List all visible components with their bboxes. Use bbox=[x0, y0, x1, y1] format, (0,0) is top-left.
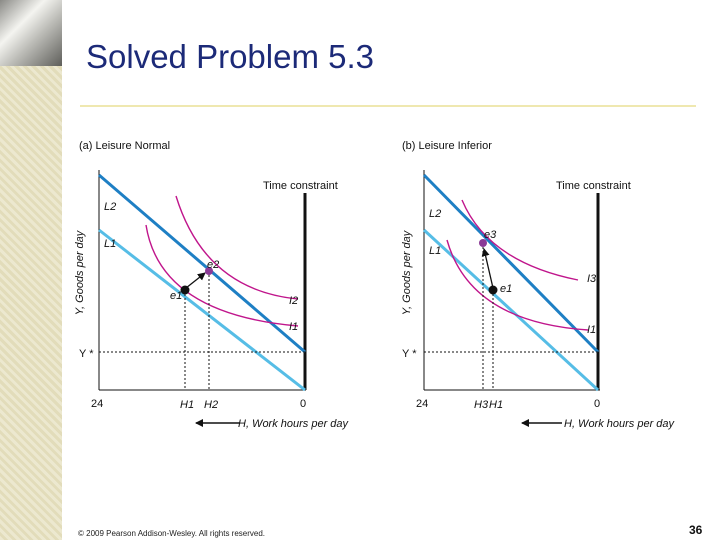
side-texture bbox=[0, 0, 62, 540]
panel-a-budget-line-l1 bbox=[98, 228, 306, 392]
title-rule bbox=[80, 105, 696, 107]
panel-a-movement-arrow bbox=[185, 272, 206, 289]
panel-a-point-e1 bbox=[180, 285, 190, 295]
panel-a-label-l2: L2 bbox=[104, 201, 116, 213]
panel-a-h1-label: H1 bbox=[180, 399, 194, 411]
panel-a-label-l1: L1 bbox=[104, 238, 116, 250]
panel-b-h1-label: H1 bbox=[489, 399, 503, 411]
panel-a-indifference-curve-i2 bbox=[175, 195, 299, 300]
panel-a-heading: (a) Leisure Normal bbox=[79, 140, 170, 152]
panel-a-time-constraint-label: Time constraint bbox=[263, 180, 338, 192]
panel-a-label-e2: e2 bbox=[207, 259, 219, 271]
panel-b-label-e3: e3 bbox=[484, 229, 497, 241]
panel-b-point-e1 bbox=[488, 285, 498, 295]
panel-a-x-left-label: 24 bbox=[91, 398, 103, 410]
panel-b-label-e1: e1 bbox=[500, 283, 512, 295]
panel-a-indifference-curve-i1 bbox=[145, 224, 299, 327]
panel-a-x-axis-label: H, Work hours per day bbox=[238, 418, 350, 430]
panel-a-x-right-label: 0 bbox=[300, 398, 306, 410]
panel-b-x-left-label: 24 bbox=[416, 398, 428, 410]
panel-b-x-axis-label: H, Work hours per day bbox=[564, 418, 676, 430]
panel-b-label-l1: L1 bbox=[429, 245, 441, 257]
panel-b-point-e3 bbox=[479, 239, 487, 247]
page-number: 36 bbox=[689, 523, 703, 537]
panel-b-y-star-label: Y * bbox=[402, 348, 417, 360]
panel-a-y-axis-label: Y, Goods per day bbox=[74, 229, 86, 315]
panel-b-h3-label: H3 bbox=[474, 399, 489, 411]
panel-a-point-e2 bbox=[205, 267, 213, 275]
panel-b-indifference-curve-i1 bbox=[446, 239, 589, 331]
panel-b-x-right-label: 0 bbox=[594, 398, 600, 410]
panel-b: (b) Leisure Inferior Y, Goods per day Ti… bbox=[401, 140, 676, 430]
glass-cube-image bbox=[0, 0, 62, 66]
copyright-footer: © 2009 Pearson Addison-Wesley. All right… bbox=[78, 529, 266, 538]
panel-a-h2-label: H2 bbox=[204, 399, 218, 411]
panel-b-label-l2: L2 bbox=[429, 208, 441, 220]
panel-a-label-i2: I2 bbox=[289, 295, 298, 307]
panel-b-budget-line-l2 bbox=[422, 173, 600, 354]
panel-b-label-i1: I1 bbox=[587, 324, 596, 336]
panel-b-time-constraint-label: Time constraint bbox=[556, 180, 631, 192]
panel-a: (a) Leisure Normal Y, Goods per day Time… bbox=[74, 140, 350, 430]
panel-b-label-i3: I3 bbox=[587, 273, 597, 285]
slide-title: Solved Problem 5.3 bbox=[86, 38, 374, 75]
panel-b-budget-line-l1 bbox=[422, 228, 600, 392]
panel-a-label-e1: e1 bbox=[170, 290, 182, 302]
panel-b-heading: (b) Leisure Inferior bbox=[402, 140, 492, 152]
panel-b-movement-arrow bbox=[481, 248, 494, 289]
panel-a-budget-line-l2 bbox=[98, 173, 306, 354]
panel-b-y-axis-label: Y, Goods per day bbox=[401, 229, 413, 315]
panel-b-indifference-curve-i3 bbox=[461, 199, 579, 281]
panel-a-y-star-label: Y * bbox=[79, 348, 94, 360]
panel-a-label-i1: I1 bbox=[289, 321, 298, 333]
